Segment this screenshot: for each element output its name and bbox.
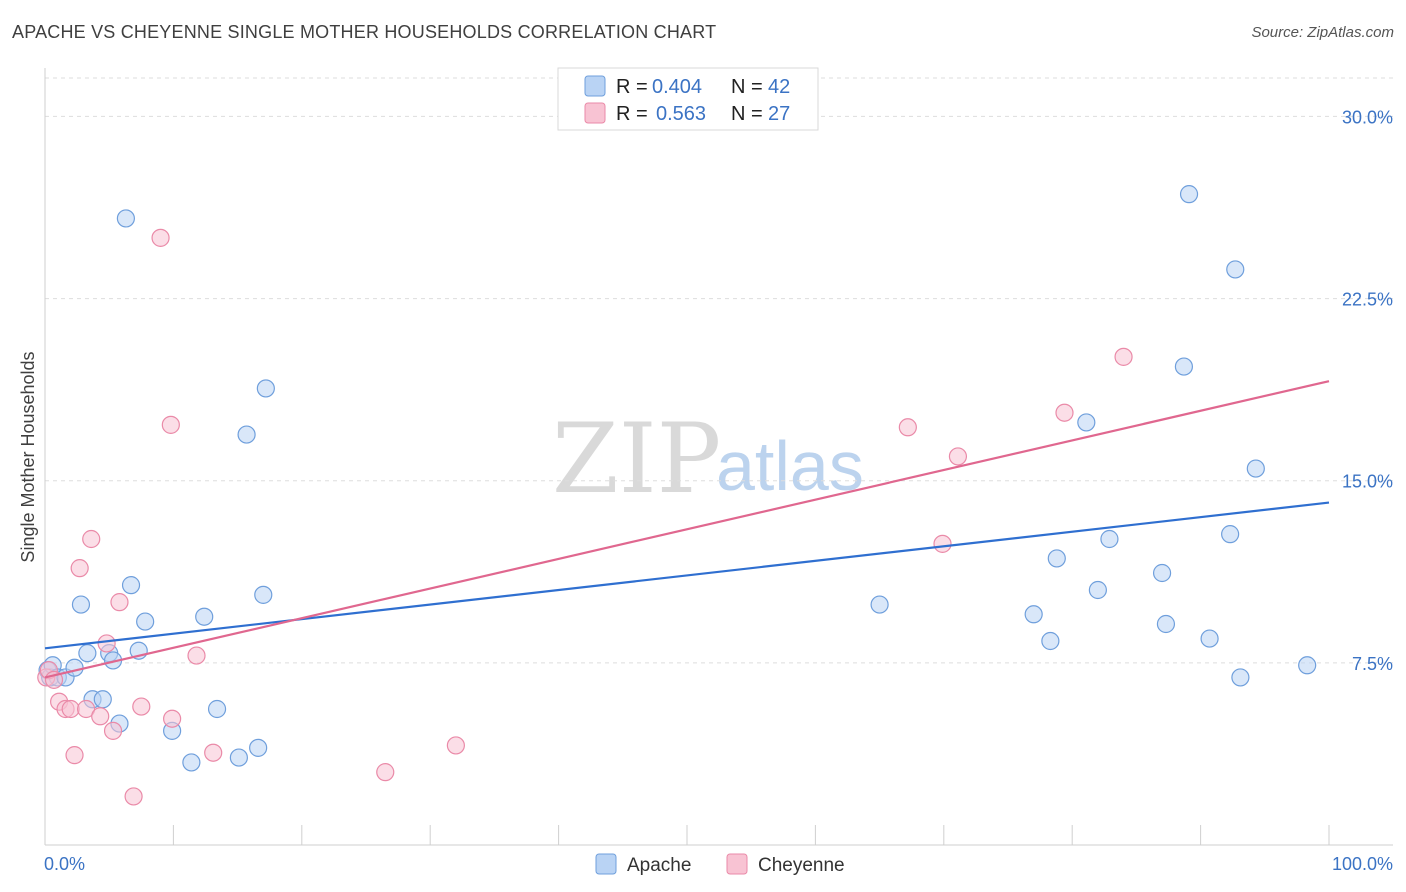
apache-point — [1298, 656, 1317, 675]
apache-point — [1088, 580, 1107, 600]
cheyenne-point — [446, 736, 465, 755]
apache-point — [195, 607, 214, 626]
cheyenne-point — [898, 418, 917, 437]
cheyenne-point — [1055, 403, 1074, 422]
apache-point — [237, 425, 256, 444]
cheyenne-point — [151, 228, 170, 247]
cheyenne-point — [163, 709, 182, 728]
y-tick-label: 7.5% — [1352, 654, 1393, 674]
legend-n-label-cheyenne: N = — [731, 103, 768, 125]
legend-swatch-apache — [584, 75, 606, 97]
cheyenne-point — [132, 697, 151, 716]
apache-point — [93, 690, 112, 709]
apache-point — [182, 753, 201, 772]
legend-r-value-cheyenne: 0.563 — [656, 103, 706, 125]
cheyenne-point — [948, 447, 968, 466]
apache-point — [1077, 413, 1096, 432]
apache-point — [65, 658, 84, 677]
apache-point — [71, 595, 91, 614]
apache-point — [78, 644, 97, 663]
legend-r-label-apache: R = — [616, 76, 653, 98]
trend-lines — [44, 380, 1330, 679]
legend-n-value-apache: 42 — [768, 76, 790, 98]
cheyenne-point — [376, 763, 395, 782]
apache-point — [1200, 629, 1219, 648]
apache-point — [1152, 563, 1172, 583]
cheyenne-point — [204, 743, 223, 762]
legend-r-label-cheyenne: R = — [616, 103, 653, 125]
x-tick-label-max: 100.0% — [1332, 854, 1393, 874]
y-tick-label: 22.5% — [1342, 290, 1393, 310]
legend-n-value-cheyenne: 27 — [768, 103, 790, 125]
legend-top: R = 0.404 N = 42 R = 0.563 N = 27 — [557, 67, 819, 131]
watermark-zip: ZIP — [552, 403, 721, 515]
apache-point — [254, 585, 273, 604]
y-tick-labels: 7.5% 15.0% 22.5% 30.0% — [1342, 107, 1393, 673]
apache-point — [1226, 260, 1245, 279]
watermark-atlas: atlas — [716, 427, 864, 505]
apache-point — [1156, 614, 1176, 634]
apache-point — [207, 699, 227, 719]
cheyenne-point — [161, 415, 180, 434]
apache-point — [870, 595, 889, 614]
cheyenne-point — [91, 707, 110, 726]
cheyenne-point — [61, 699, 80, 719]
apache-point — [1047, 549, 1066, 568]
apache-point — [1231, 668, 1250, 687]
legend-bottom-label-apache: Apache — [627, 855, 691, 876]
apache-point — [1100, 529, 1119, 549]
legend-bottom-swatch-apache — [595, 853, 617, 875]
apache-point — [136, 612, 155, 631]
cheyenne-point — [82, 529, 101, 549]
y-axis-label: Single Mother Households — [18, 351, 38, 562]
legend-bottom: Apache Cheyenne — [595, 853, 845, 876]
apache-point — [1024, 605, 1043, 624]
cheyenne-trend-line — [44, 380, 1330, 679]
legend-bottom-swatch-cheyenne — [726, 853, 748, 875]
y-tick-label: 15.0% — [1342, 472, 1393, 492]
cheyenne-point — [110, 593, 129, 612]
cheyenne-point — [76, 699, 96, 719]
apache-point — [121, 576, 141, 595]
x-axis-ticks — [172, 825, 1330, 845]
apache-point — [1179, 185, 1199, 204]
apache-point — [249, 738, 268, 757]
cheyenne-point — [97, 634, 116, 653]
cheyenne-point — [124, 787, 143, 806]
source-label: Source: ZipAtlas.com — [1251, 24, 1394, 41]
y-tick-label: 30.0% — [1342, 107, 1393, 127]
legend-r-value-apache: 0.404 — [652, 76, 702, 98]
apache-point — [229, 748, 248, 767]
apache-point — [1221, 525, 1240, 544]
cheyenne-point — [933, 534, 952, 553]
chart-title: APACHE VS CHEYENNE SINGLE MOTHER HOUSEHO… — [12, 22, 717, 42]
apache-point — [1174, 357, 1194, 376]
apache-point — [116, 209, 135, 228]
legend-bottom-label-cheyenne: Cheyenne — [758, 855, 845, 876]
legend-swatch-cheyenne — [584, 102, 606, 124]
apache-point — [256, 379, 275, 398]
apache-point — [1041, 631, 1060, 651]
cheyenne-point — [103, 721, 123, 740]
apache-point — [1246, 459, 1265, 478]
cheyenne-point — [187, 646, 206, 665]
x-tick-label-min: 0.0% — [44, 854, 85, 874]
apache-trend-line — [44, 501, 1330, 650]
legend-n-label-apache: N = — [731, 76, 768, 98]
data-points — [37, 185, 1317, 806]
cheyenne-point — [65, 746, 84, 765]
cheyenne-point — [70, 559, 89, 578]
cheyenne-point — [1114, 347, 1133, 366]
